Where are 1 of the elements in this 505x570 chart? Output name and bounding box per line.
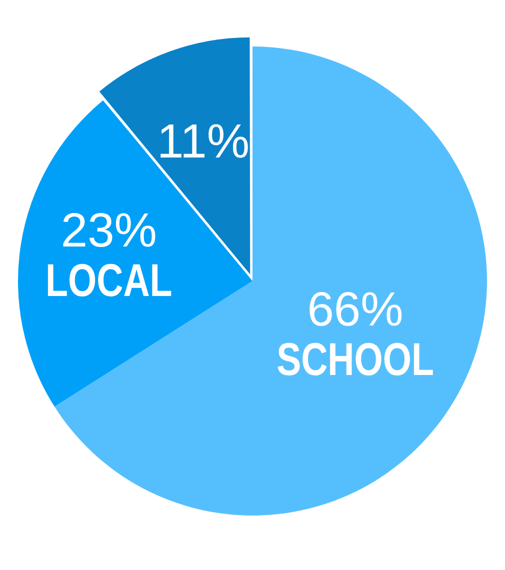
data-label: 11% [156,115,250,168]
